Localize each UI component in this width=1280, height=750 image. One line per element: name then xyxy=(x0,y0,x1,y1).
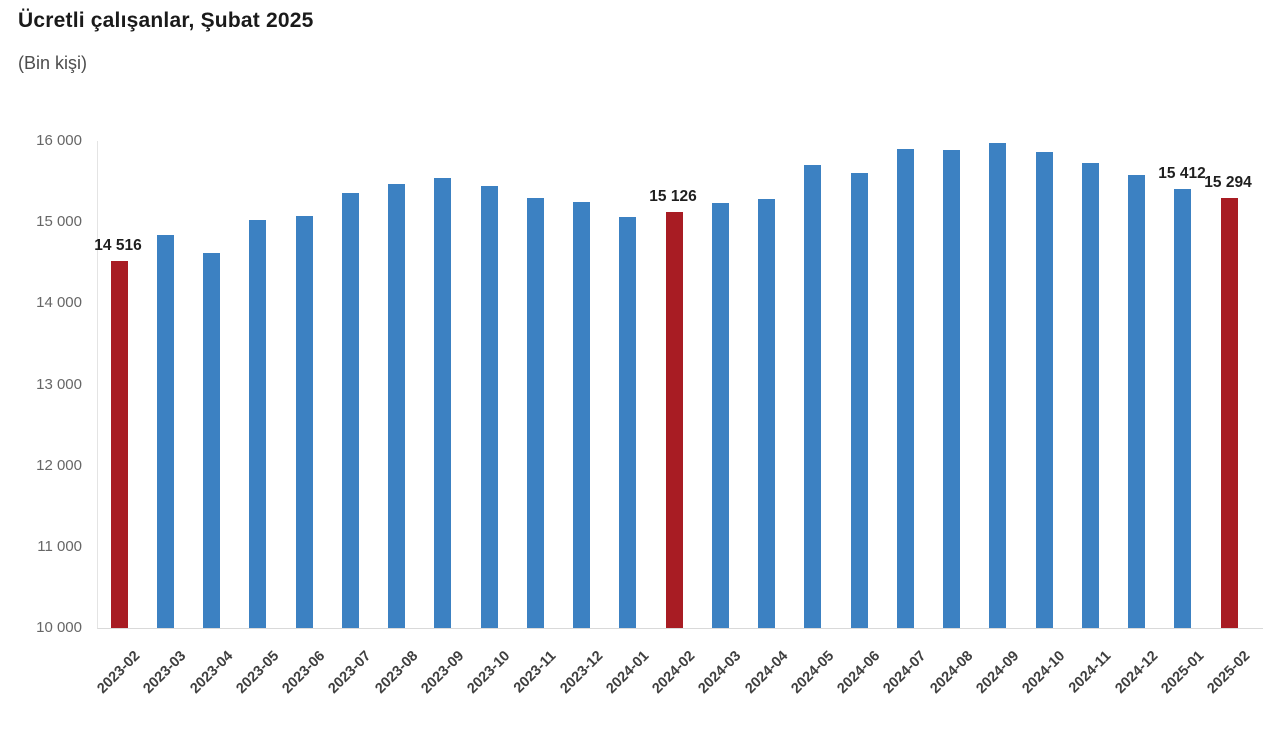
x-label-2024-12: 2024-12 xyxy=(1112,648,1162,697)
bar-2024-08[interactable] xyxy=(943,150,960,628)
bar-2024-03[interactable] xyxy=(712,203,729,628)
x-label-2024-10: 2024-10 xyxy=(1019,648,1069,697)
bar-2023-06[interactable] xyxy=(296,216,313,628)
chart-subtitle: (Bin kişi) xyxy=(18,53,88,73)
x-label-2024-05: 2024-05 xyxy=(788,648,838,697)
bar-2023-08[interactable] xyxy=(388,184,405,628)
bar-2024-11[interactable] xyxy=(1082,163,1099,628)
bar-2024-12[interactable] xyxy=(1128,175,1145,628)
x-label-2023-10: 2023-10 xyxy=(464,648,514,697)
value-label-2025-01: 15 412 xyxy=(1158,165,1206,182)
bar-2023-03[interactable] xyxy=(157,235,174,628)
chart-title: Ücretli çalışanlar, Şubat 2025 xyxy=(18,9,314,32)
bar-2024-06[interactable] xyxy=(851,173,868,628)
y-tick-10000: 10 000 xyxy=(36,619,82,636)
x-label-2024-03: 2024-03 xyxy=(695,648,745,697)
x-label-2024-07: 2024-07 xyxy=(880,648,930,697)
bar-2023-05[interactable] xyxy=(249,220,266,628)
bar-2023-02[interactable] xyxy=(111,261,128,628)
value-label-2025-02: 15 294 xyxy=(1204,174,1252,191)
x-label-2023-07: 2023-07 xyxy=(325,648,375,697)
bar-2024-02[interactable] xyxy=(666,212,683,628)
x-label-2024-09: 2024-09 xyxy=(973,648,1023,697)
value-label-2024-02: 15 126 xyxy=(649,188,697,205)
plot-area xyxy=(97,141,1263,629)
x-label-2024-11: 2024-11 xyxy=(1065,648,1115,697)
bar-2023-09[interactable] xyxy=(434,178,451,628)
x-label-2023-02: 2023-02 xyxy=(94,648,144,697)
x-label-2023-12: 2023-12 xyxy=(557,648,607,697)
bar-2023-11[interactable] xyxy=(527,198,544,628)
x-label-2024-01: 2024-01 xyxy=(603,648,653,697)
x-label-2024-04: 2024-04 xyxy=(742,648,792,697)
value-label-2023-02: 14 516 xyxy=(94,237,142,254)
bar-2023-07[interactable] xyxy=(342,193,359,628)
x-label-2024-02: 2024-02 xyxy=(649,648,699,697)
y-tick-13000: 13 000 xyxy=(36,376,82,393)
x-label-2023-06: 2023-06 xyxy=(279,648,329,697)
bar-2025-02[interactable] xyxy=(1221,198,1238,628)
y-tick-16000: 16 000 xyxy=(36,132,82,149)
y-tick-12000: 12 000 xyxy=(36,457,82,474)
x-label-2024-08: 2024-08 xyxy=(927,648,977,697)
bar-2024-05[interactable] xyxy=(804,165,821,628)
x-label-2023-08: 2023-08 xyxy=(372,648,422,697)
bar-2024-09[interactable] xyxy=(989,143,1006,628)
x-label-2025-02: 2025-02 xyxy=(1204,648,1254,697)
x-label-2025-01: 2025-01 xyxy=(1158,648,1208,697)
bar-2024-01[interactable] xyxy=(619,217,636,628)
x-label-2023-05: 2023-05 xyxy=(233,648,283,697)
x-label-2023-03: 2023-03 xyxy=(140,648,190,697)
bar-2023-12[interactable] xyxy=(573,202,590,628)
y-tick-11000: 11 000 xyxy=(37,538,82,555)
x-label-2023-04: 2023-04 xyxy=(187,648,237,697)
x-label-2024-06: 2024-06 xyxy=(834,648,884,697)
bar-2023-10[interactable] xyxy=(481,186,498,628)
y-tick-14000: 14 000 xyxy=(36,294,82,311)
bar-2025-01[interactable] xyxy=(1174,189,1191,628)
bar-2024-10[interactable] xyxy=(1036,152,1053,628)
x-label-2023-09: 2023-09 xyxy=(418,648,468,697)
y-tick-15000: 15 000 xyxy=(36,213,82,230)
x-label-2023-11: 2023-11 xyxy=(510,648,560,697)
bar-2024-04[interactable] xyxy=(758,199,775,628)
bar-2023-04[interactable] xyxy=(203,253,220,628)
bar-2024-07[interactable] xyxy=(897,149,914,628)
